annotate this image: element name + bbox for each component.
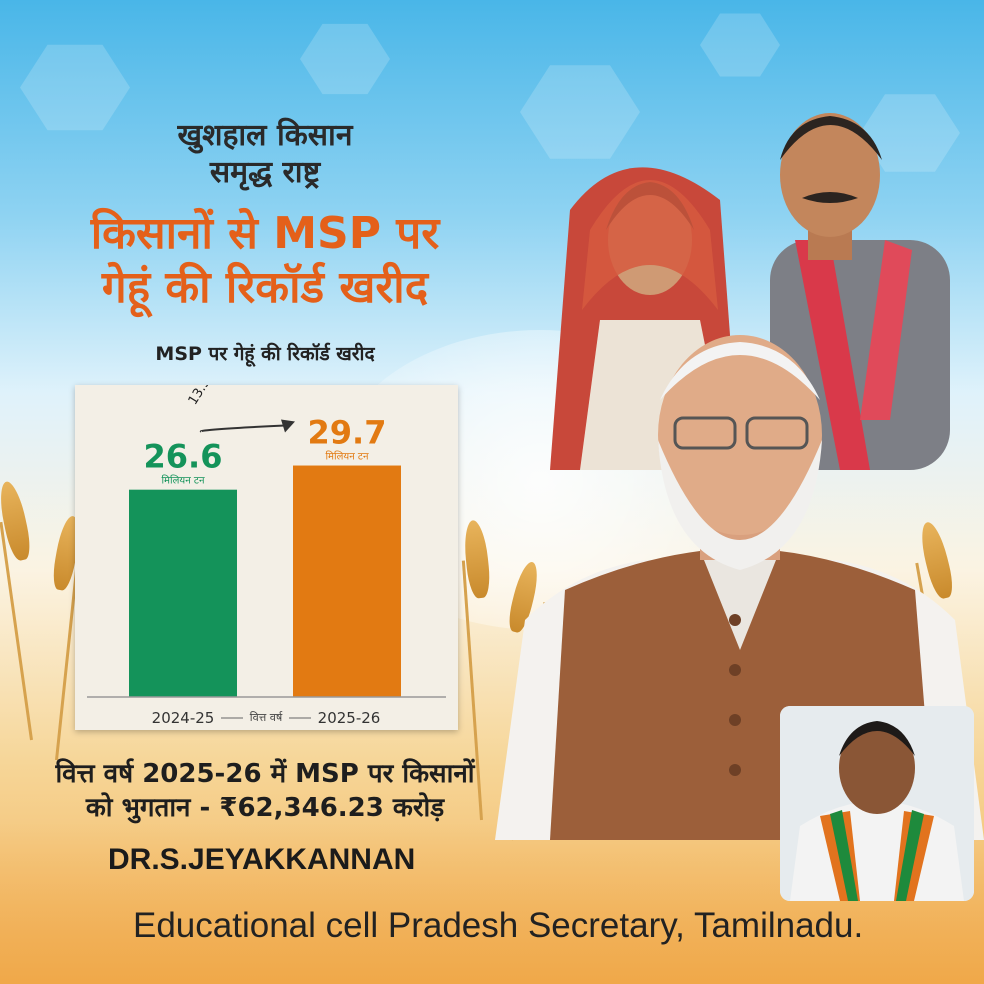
headline-line-1: खुशहाल किसान bbox=[177, 118, 353, 153]
growth-arrowhead-icon bbox=[281, 419, 295, 433]
unit-label: मिलियन टन bbox=[325, 451, 369, 463]
unit-label: मिलियन टन bbox=[161, 475, 205, 487]
headline-line-4: गेहूं की रिकॉर्ड खरीद bbox=[101, 262, 429, 313]
inset-portrait-illustration bbox=[780, 706, 974, 901]
chart-title: MSP पर गेहूं की रिकॉर्ड खरीद bbox=[155, 343, 375, 365]
bar-2024-25 bbox=[129, 489, 237, 697]
data-label: 26.6 bbox=[144, 438, 223, 476]
hexagon-decoration bbox=[700, 13, 780, 77]
inset-portrait-photo bbox=[780, 706, 974, 901]
x-tick-label: 2025-26 bbox=[318, 709, 381, 727]
signature-name: DR.S.JEYAKKANNAN bbox=[108, 843, 416, 876]
data-label: 29.7 bbox=[308, 414, 387, 452]
bar-2025-26 bbox=[293, 465, 401, 697]
x-axis-label: वित्त वर्ष bbox=[250, 711, 284, 724]
growth-arrow-icon bbox=[199, 424, 286, 433]
headline-line-2: समृद्ध राष्ट्र bbox=[209, 155, 321, 190]
chart-card: 26.6 मिलियन टन 29.7 मिलियन टन 13.5% 2024-25… bbox=[75, 385, 458, 730]
hexagon-decoration bbox=[300, 23, 390, 95]
hexagon-decoration bbox=[520, 65, 640, 159]
payment-caption-line-1: वित्त वर्ष 2025-26 में MSP पर किसानों bbox=[55, 759, 475, 789]
signature-role: Educational cell Pradesh Secretary, Tami… bbox=[133, 906, 864, 945]
growth-label: 13.5% bbox=[186, 385, 221, 408]
headline-line-3: किसानों से MSP पर bbox=[90, 208, 440, 259]
x-tick-label: 2024-25 bbox=[152, 709, 215, 727]
payment-caption-line-2: को भुगतान - ₹62,346.23 करोड़ bbox=[85, 793, 445, 823]
